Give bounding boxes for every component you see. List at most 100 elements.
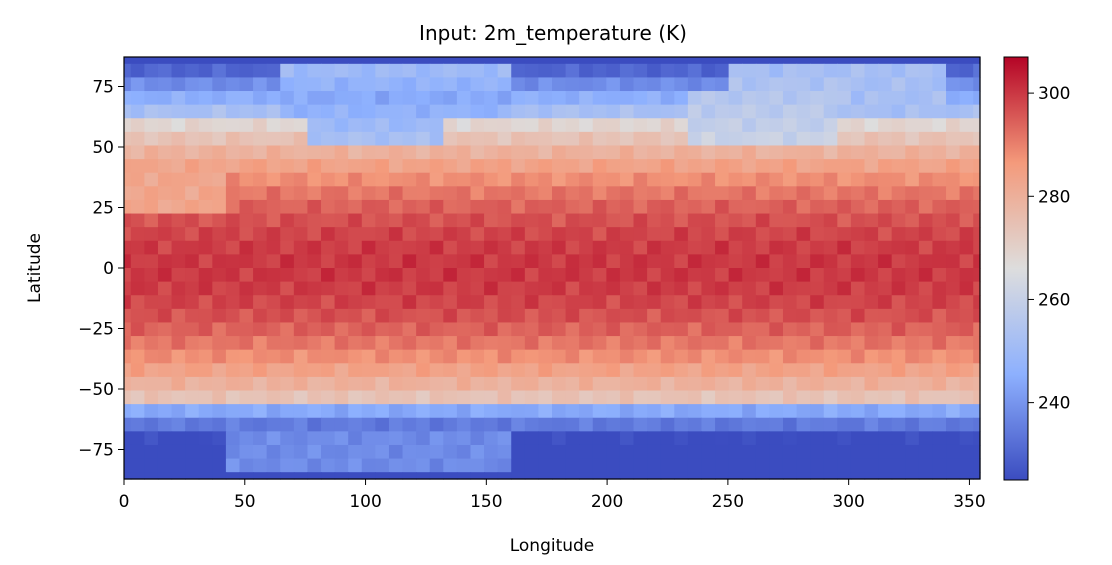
heatmap-cell: [647, 227, 662, 242]
heatmap-cell: [878, 281, 893, 296]
heatmap-cell: [647, 57, 662, 65]
heatmap-cell: [402, 118, 417, 133]
heatmap-cell: [918, 254, 934, 269]
heatmap-cell: [198, 172, 213, 187]
heatmap-cell: [470, 431, 485, 446]
heatmap-cell: [701, 431, 716, 446]
heatmap-cell: [850, 281, 866, 296]
heatmap-cell: [157, 254, 173, 269]
heatmap-cell: [321, 308, 336, 324]
heatmap-cell: [687, 431, 703, 446]
heatmap-cell: [198, 268, 213, 283]
heatmap-cell: [946, 213, 961, 228]
heatmap-cell: [511, 404, 526, 419]
heatmap-cell: [552, 131, 567, 147]
heatmap-cell: [796, 91, 811, 106]
heatmap-cell: [280, 240, 295, 255]
heatmap-cell: [946, 404, 961, 419]
heatmap-cell: [538, 417, 553, 432]
heatmap-cell: [660, 376, 675, 392]
heatmap-cell: [443, 444, 458, 460]
heatmap-cell: [511, 172, 526, 187]
heatmap-cell: [660, 213, 675, 228]
heatmap-cell: [742, 172, 757, 187]
heatmap-cell: [891, 322, 906, 337]
heatmap-cell: [728, 199, 743, 215]
heatmap-cell: [280, 390, 295, 405]
heatmap-cell: [810, 336, 825, 351]
heatmap-cell: [810, 295, 825, 310]
heatmap-cell: [307, 172, 322, 187]
colorbar: [1003, 56, 1029, 481]
heatmap-cell: [266, 472, 281, 480]
heatmap-cell: [823, 458, 838, 473]
heatmap-cell: [171, 336, 186, 351]
heatmap-cell: [552, 77, 567, 92]
heatmap-cell: [497, 199, 512, 215]
heatmap-cell: [280, 227, 295, 242]
heatmap-cell: [647, 240, 662, 255]
heatmap-cell: [932, 376, 947, 392]
heatmap-cell: [552, 431, 567, 446]
heatmap-cell: [905, 308, 920, 324]
heatmap-cell: [701, 227, 716, 242]
heatmap-cell: [810, 77, 825, 92]
heatmap-cell: [660, 118, 675, 133]
heatmap-cell: [932, 145, 947, 160]
heatmap-cell: [470, 322, 485, 337]
heatmap-cell: [456, 199, 472, 215]
heatmap-cell: [796, 77, 811, 92]
heatmap-cell: [456, 281, 472, 296]
heatmap-cell: [701, 404, 716, 419]
heatmap-cell: [402, 91, 417, 106]
heatmap-cell: [416, 159, 431, 174]
heatmap-cell: [361, 322, 376, 337]
heatmap-cell: [416, 295, 431, 310]
heatmap-cell: [524, 77, 540, 92]
heatmap-cell: [606, 308, 621, 324]
heatmap-cell: [130, 444, 145, 460]
heatmap-cell: [239, 240, 254, 255]
heatmap-cell: [850, 172, 866, 187]
heatmap-cell: [715, 227, 730, 242]
heatmap-cell: [660, 63, 675, 79]
heatmap-cell: [185, 363, 200, 378]
heatmap-cell: [456, 159, 472, 174]
heatmap-cell: [782, 295, 798, 310]
heatmap-cell: [266, 227, 281, 242]
heatmap-cell: [511, 268, 526, 283]
heatmap-cell: [918, 104, 934, 119]
heatmap-cell: [579, 240, 594, 255]
heatmap-cell: [837, 240, 852, 255]
heatmap-cell: [130, 118, 145, 133]
heatmap-cell: [619, 213, 635, 228]
heatmap-cell: [850, 308, 866, 324]
heatmap-cell: [810, 349, 825, 364]
heatmap-cell: [552, 145, 567, 160]
heatmap-cell: [633, 240, 648, 255]
heatmap-cell: [715, 268, 730, 283]
heatmap-cell: [524, 336, 540, 351]
heatmap-cell: [293, 376, 309, 392]
heatmap-cell: [755, 63, 770, 79]
heatmap-cell: [321, 91, 336, 106]
heatmap-cell: [959, 118, 974, 133]
heatmap-cell: [225, 458, 241, 473]
heatmap-cell: [837, 91, 852, 106]
heatmap-cell: [959, 363, 974, 378]
heatmap-cell: [782, 172, 798, 187]
heatmap-cell: [932, 227, 947, 242]
heatmap-cell: [905, 363, 920, 378]
heatmap-cell: [592, 118, 607, 133]
heatmap-cell: [388, 349, 404, 364]
heatmap-cell: [293, 458, 309, 473]
heatmap-cell: [266, 159, 281, 174]
heatmap-cell: [524, 227, 540, 242]
heatmap-cell: [619, 322, 635, 337]
heatmap-cell: [130, 417, 145, 432]
heatmap-cell: [728, 240, 743, 255]
heatmap-cell: [687, 131, 703, 147]
heatmap-cell: [348, 390, 363, 405]
heatmap-cell: [497, 417, 512, 432]
heatmap-cell: [932, 91, 947, 106]
